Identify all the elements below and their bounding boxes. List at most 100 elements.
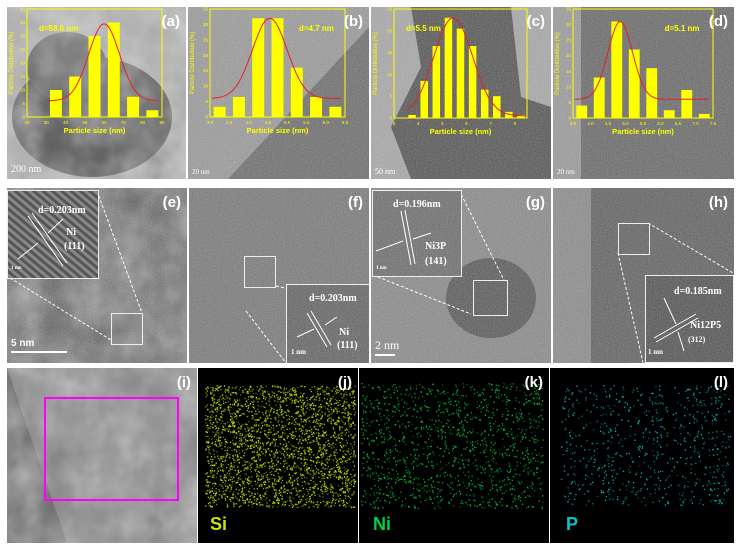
map-signal-dot bbox=[344, 482, 347, 484]
map-signal-dot bbox=[377, 475, 379, 477]
map-signal-dot bbox=[242, 390, 244, 392]
map-signal-dot bbox=[241, 489, 244, 492]
map-signal-dot bbox=[285, 445, 287, 448]
map-signal-dot bbox=[344, 429, 346, 431]
map-signal-dot bbox=[308, 506, 310, 508]
map-signal-dot bbox=[277, 461, 279, 463]
map-signal-dot bbox=[330, 422, 332, 425]
map-signal-dot bbox=[214, 456, 216, 458]
map-signal-dot bbox=[392, 445, 395, 448]
map-signal-dot bbox=[229, 498, 231, 500]
map-signal-dot bbox=[617, 434, 619, 436]
map-signal-dot bbox=[540, 470, 542, 472]
map-signal-dot bbox=[282, 443, 285, 446]
map-signal-dot bbox=[303, 414, 305, 416]
map-signal-dot bbox=[496, 409, 498, 411]
map-signal-dot bbox=[460, 410, 462, 412]
map-signal-dot bbox=[718, 468, 721, 470]
map-signal-dot bbox=[271, 385, 274, 388]
map-signal-dot bbox=[393, 405, 395, 407]
map-signal-dot bbox=[287, 447, 289, 449]
map-signal-dot bbox=[699, 460, 702, 463]
y-tick-label: 35 bbox=[566, 7, 572, 12]
map-signal-dot bbox=[436, 474, 438, 477]
map-signal-dot bbox=[221, 394, 224, 396]
map-signal-dot bbox=[223, 385, 226, 387]
map-signal-dot bbox=[723, 433, 725, 435]
map-signal-dot bbox=[210, 393, 212, 395]
map-signal-dot bbox=[385, 396, 388, 398]
map-signal-dot bbox=[310, 501, 312, 504]
map-signal-dot bbox=[318, 476, 320, 479]
map-signal-dot bbox=[246, 410, 249, 412]
map-signal-dot bbox=[439, 507, 441, 509]
map-signal-dot bbox=[289, 398, 291, 401]
map-signal-dot bbox=[481, 481, 483, 484]
map-signal-dot bbox=[353, 450, 355, 452]
map-signal-dot bbox=[311, 433, 313, 435]
map-signal-dot bbox=[721, 404, 723, 406]
map-signal-dot bbox=[437, 390, 440, 392]
map-signal-dot bbox=[329, 470, 331, 472]
zoom-inset: d=0.185nm Ni12P5 (312) 1 nm bbox=[645, 275, 734, 363]
map-signal-dot bbox=[216, 399, 219, 401]
map-signal-dot bbox=[379, 500, 381, 502]
map-signal-dot bbox=[206, 394, 208, 396]
map-signal-dot bbox=[419, 416, 422, 419]
map-signal-dot bbox=[354, 385, 356, 388]
map-signal-dot bbox=[535, 439, 538, 441]
map-signal-dot bbox=[274, 433, 276, 435]
map-signal-dot bbox=[334, 443, 337, 445]
map-signal-dot bbox=[245, 423, 248, 425]
map-signal-dot bbox=[523, 403, 525, 405]
map-signal-dot bbox=[431, 487, 433, 489]
map-signal-dot bbox=[265, 450, 267, 452]
map-signal-dot bbox=[519, 497, 522, 499]
map-signal-dot bbox=[573, 412, 575, 414]
map-signal-dot bbox=[253, 456, 255, 459]
map-signal-dot bbox=[656, 440, 659, 443]
map-signal-dot bbox=[717, 448, 719, 450]
histogram-bar bbox=[456, 28, 465, 118]
map-signal-dot bbox=[472, 447, 474, 450]
map-signal-dot bbox=[286, 404, 288, 407]
map-signal-dot bbox=[629, 465, 631, 467]
map-signal-dot bbox=[653, 469, 656, 472]
map-signal-dot bbox=[643, 497, 645, 499]
map-signal-dot bbox=[206, 390, 208, 392]
map-signal-dot bbox=[283, 438, 286, 440]
map-signal-dot bbox=[326, 449, 328, 451]
map-signal-dot bbox=[574, 481, 576, 483]
map-signal-dot bbox=[305, 421, 308, 423]
map-signal-dot bbox=[463, 464, 465, 466]
map-signal-dot bbox=[278, 390, 280, 392]
map-signal-dot bbox=[321, 416, 323, 418]
map-signal-dot bbox=[348, 413, 350, 415]
map-signal-dot bbox=[584, 449, 586, 451]
map-signal-dot bbox=[503, 427, 505, 430]
map-signal-dot bbox=[535, 393, 538, 395]
map-signal-dot bbox=[274, 493, 277, 495]
map-signal-dot bbox=[303, 392, 305, 395]
map-signal-dot bbox=[337, 493, 339, 495]
map-signal-dot bbox=[610, 387, 613, 389]
map-signal-dot bbox=[394, 444, 397, 447]
map-signal-dot bbox=[473, 416, 475, 418]
map-signal-dot bbox=[245, 440, 247, 442]
map-signal-dot bbox=[432, 383, 434, 385]
map-signal-dot bbox=[494, 442, 496, 444]
map-signal-dot bbox=[514, 407, 516, 410]
map-signal-dot bbox=[526, 450, 528, 452]
map-signal-dot bbox=[598, 467, 601, 470]
map-signal-dot bbox=[318, 448, 321, 450]
map-signal-dot bbox=[341, 434, 343, 437]
map-signal-dot bbox=[310, 390, 313, 393]
map-signal-dot bbox=[341, 412, 343, 414]
map-signal-dot bbox=[371, 452, 374, 455]
map-signal-dot bbox=[229, 456, 231, 458]
map-signal-dot bbox=[452, 413, 455, 415]
map-signal-dot bbox=[682, 501, 684, 503]
map-signal-dot bbox=[282, 431, 284, 434]
map-signal-dot bbox=[419, 496, 422, 498]
map-signal-dot bbox=[378, 423, 380, 426]
